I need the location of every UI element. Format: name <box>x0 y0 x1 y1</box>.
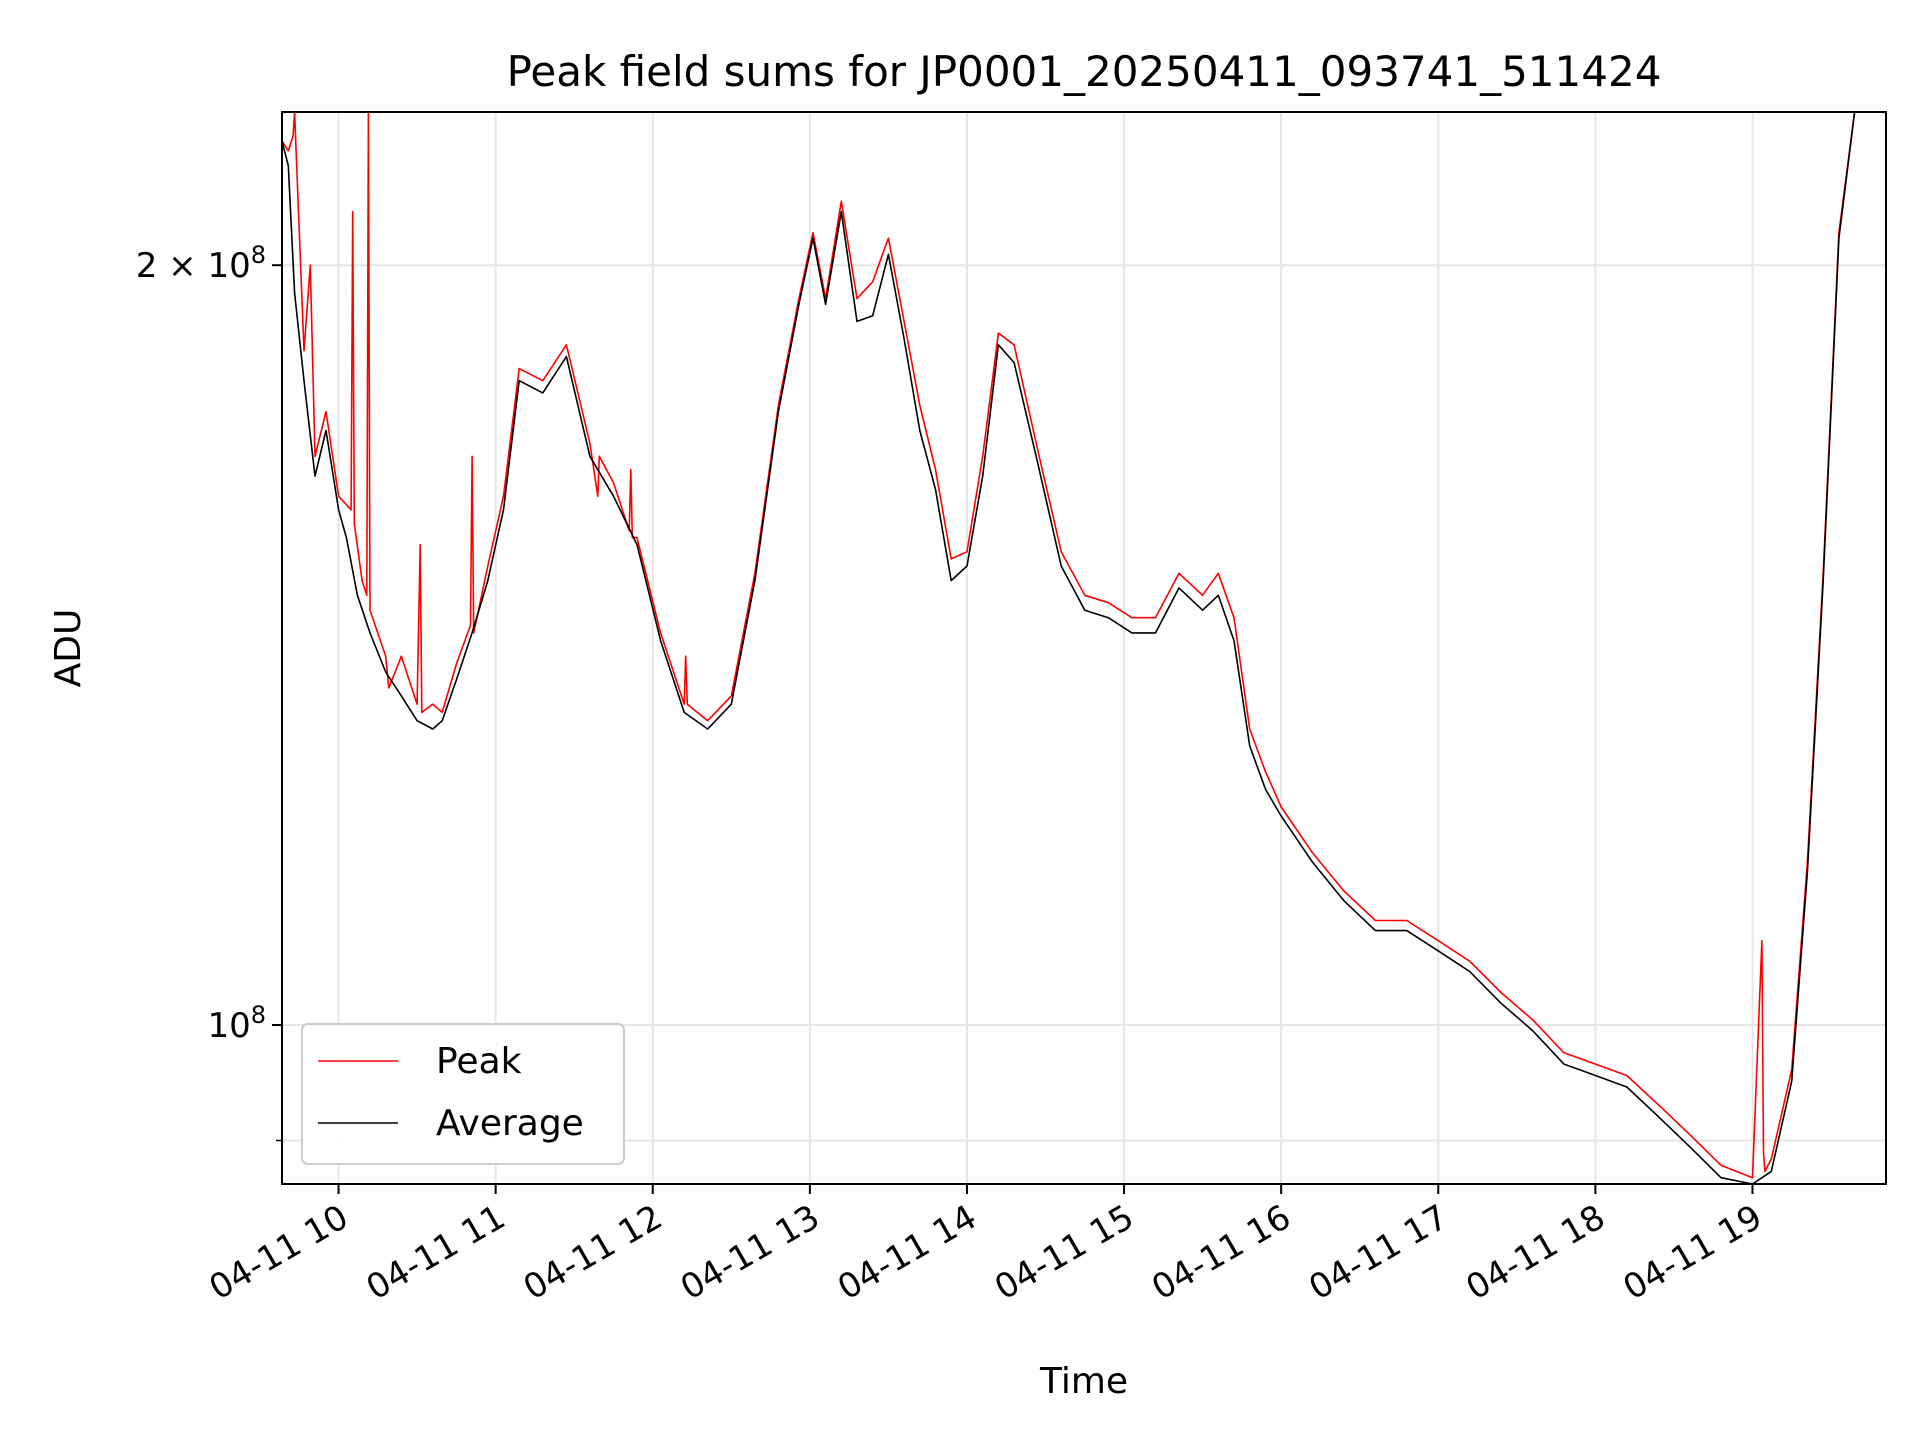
grid-lines <box>282 112 1886 1184</box>
x-axis-label: Time <box>1039 1361 1128 1402</box>
y-axis-label: ADU <box>48 609 89 688</box>
series-line-average <box>281 111 1886 1185</box>
axes-frame <box>281 111 1887 1185</box>
legend-box <box>301 1023 625 1165</box>
chart-title: Peak field sums for JP0001_20250411_0937… <box>507 47 1662 96</box>
y-tick-label: 2 × 108 <box>136 241 266 286</box>
plot-series <box>281 111 1886 1185</box>
series-line-peak <box>281 111 1886 1179</box>
y-tick-label: 108 <box>207 1001 266 1046</box>
legend-average-label: Average <box>436 1103 584 1144</box>
legend-peak-label: Peak <box>436 1041 522 1082</box>
legend: Peak Average <box>301 1023 625 1165</box>
